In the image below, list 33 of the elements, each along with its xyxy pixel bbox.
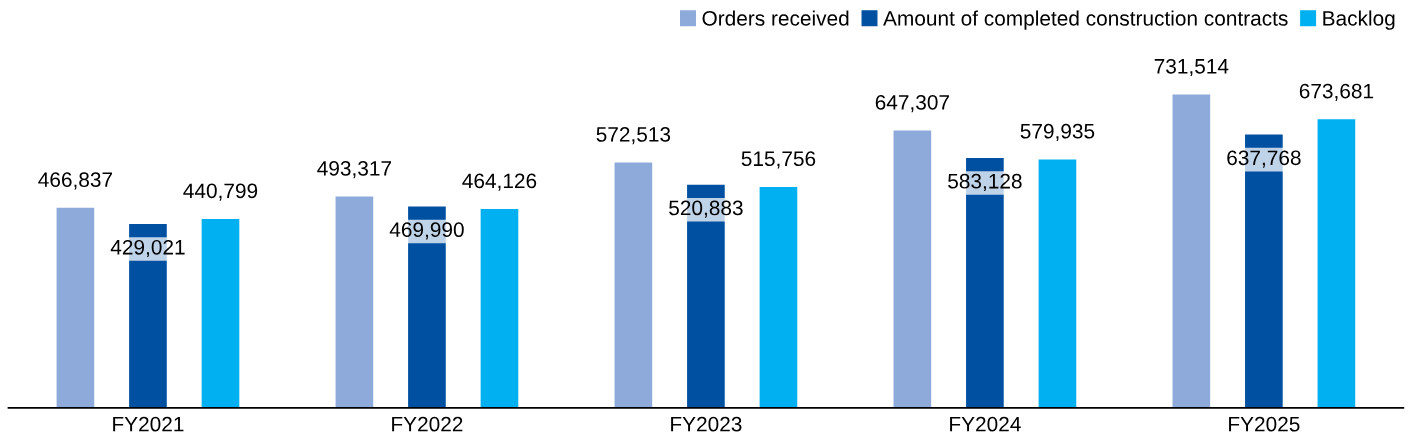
data-label: 493,317 xyxy=(317,160,391,179)
data-label: 731,514 xyxy=(1154,58,1229,77)
bar xyxy=(480,209,519,408)
data-label: 572,513 xyxy=(596,127,671,145)
bar xyxy=(1317,119,1356,408)
legend-label: Amount of completed construction contracts xyxy=(883,10,1288,30)
bar xyxy=(759,186,798,408)
legend-label: Backlog xyxy=(1323,10,1395,30)
bar xyxy=(893,130,932,408)
x-tick-label: FY2021 xyxy=(113,416,184,432)
bar xyxy=(201,219,240,408)
x-tick-label: FY2022 xyxy=(392,416,463,432)
data-label: 579,935 xyxy=(1020,123,1095,142)
bar xyxy=(1172,94,1211,408)
legend-label: Orders received xyxy=(702,10,849,26)
bar xyxy=(614,162,653,408)
data-label: 637,768 xyxy=(1227,150,1301,168)
data-label: 673,681 xyxy=(1299,83,1374,101)
data-label: 515,756 xyxy=(741,151,816,169)
x-tick-label: FY2025 xyxy=(1229,416,1300,432)
bar xyxy=(1038,159,1077,408)
x-tick-label: FY2023 xyxy=(671,416,742,432)
data-label: 429,021 xyxy=(110,239,185,258)
data-label: 469,990 xyxy=(389,222,464,240)
data-label: 464,126 xyxy=(462,173,537,191)
x-tick-label: FY2024 xyxy=(950,416,1021,432)
data-label: 440,799 xyxy=(183,183,258,201)
data-label: 647,307 xyxy=(875,94,949,113)
bar xyxy=(56,207,95,408)
data-label: 583,128 xyxy=(948,173,1022,192)
data-label: 520,883 xyxy=(669,200,743,218)
bar xyxy=(335,196,374,408)
data-label: 466,837 xyxy=(38,172,113,190)
